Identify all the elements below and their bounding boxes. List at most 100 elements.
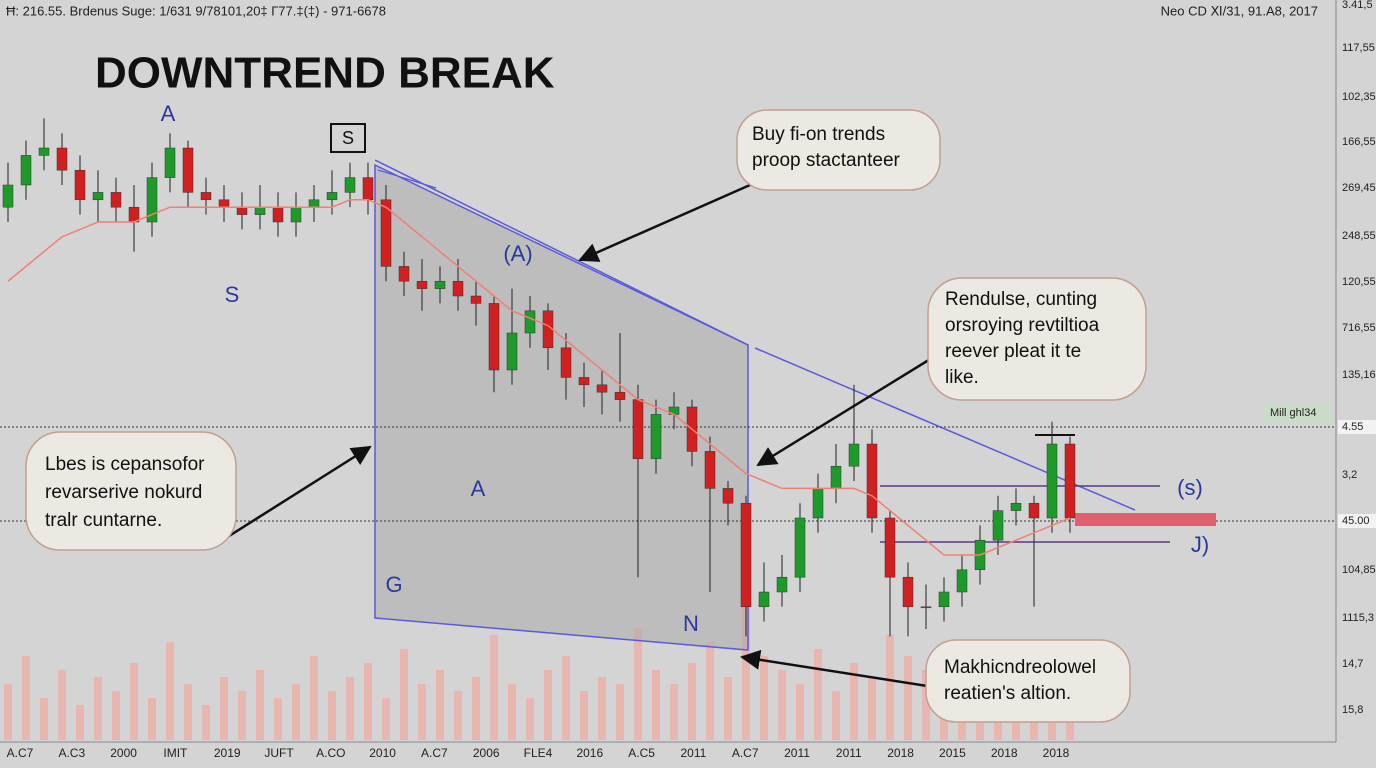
x-tick-label: 2015	[939, 746, 966, 760]
candle-body	[938, 591, 950, 608]
candle-body	[326, 192, 338, 201]
candle-body	[56, 147, 68, 171]
price-tag	[1338, 514, 1376, 528]
volume-bar	[76, 705, 84, 740]
y-tick-label: 120,55	[1342, 276, 1376, 288]
volume-bar	[274, 698, 282, 740]
candle-body	[362, 177, 374, 201]
header: Neo CD Ⅺ/31, 91.A8, 2017	[1161, 3, 1318, 18]
candle-layer	[2, 118, 1076, 637]
volume-bar	[544, 670, 552, 740]
volume-bar	[256, 670, 264, 740]
marker: S	[342, 128, 354, 148]
volume-bar	[148, 698, 156, 740]
volume-bar	[220, 677, 228, 740]
volume-bar	[778, 670, 786, 740]
annotation-text: like.	[945, 367, 979, 388]
candle-body	[560, 347, 572, 378]
y-tick-label: 135,16	[1342, 369, 1376, 381]
candle-body	[452, 280, 464, 297]
volume-bar	[112, 691, 120, 740]
x-tick-label: A.C7	[7, 746, 34, 760]
trendline	[377, 169, 437, 189]
arrow	[756, 348, 946, 467]
candle-body	[488, 303, 500, 371]
candle-body	[416, 280, 428, 289]
candle-body	[722, 488, 734, 504]
annotation-box	[925, 639, 1131, 723]
price-tag-label: 45.00	[1342, 515, 1370, 527]
candle-body	[110, 192, 122, 208]
x-tick-label: 2010	[369, 746, 396, 760]
y-tick-label: 104,85	[1342, 564, 1376, 576]
price-tag	[1338, 420, 1376, 434]
annotation-box	[25, 431, 237, 551]
candle-body	[758, 591, 770, 608]
candle-body	[2, 184, 14, 208]
arrow	[578, 183, 751, 262]
zone-bar	[1075, 513, 1216, 526]
volume-bar	[688, 663, 696, 740]
candle-body	[524, 310, 536, 334]
candle-body	[866, 443, 878, 519]
volume-bar	[652, 670, 660, 740]
candle-body	[992, 510, 1004, 541]
volume-bar	[886, 635, 894, 740]
candle-body	[254, 206, 266, 215]
volume-bar	[4, 684, 12, 740]
candle-body	[578, 377, 590, 386]
candle-body	[704, 451, 716, 489]
candle-body	[38, 147, 50, 156]
volume-bar	[490, 635, 498, 740]
volume-bar	[382, 698, 390, 740]
volume-bar	[346, 677, 354, 740]
y-tick-label: 3.41,5	[1342, 0, 1373, 11]
annotation-text: reatien's altion.	[944, 683, 1071, 704]
price-tag-label: Mill ghl34	[1270, 407, 1316, 419]
volume-bar	[310, 656, 318, 740]
candle-body	[380, 199, 392, 267]
y-tick-label: 3,2	[1342, 469, 1357, 481]
x-tick-label: 2011	[680, 746, 706, 760]
x-tick-label: A.C3	[58, 746, 85, 760]
volume-bar	[364, 663, 372, 740]
arrow	[217, 445, 372, 545]
volume-bar	[922, 670, 930, 740]
annotation-text: proop stactanteer	[752, 150, 901, 171]
marker: (A)	[503, 241, 532, 266]
annotation-box	[736, 109, 941, 191]
annotation-layer: Buy fi-on trends proop stactanteer Renduls…	[45, 124, 1100, 704]
annotation-text: Makhicndreolowel	[944, 657, 1096, 678]
volume-bar	[814, 649, 822, 740]
marker: (s)	[1177, 475, 1203, 500]
volume-bar	[238, 691, 246, 740]
annotation-text: Lbes is cepansofor	[45, 454, 205, 475]
candle-body	[290, 206, 302, 223]
chart-title: DOWNTREND BREAK	[95, 49, 555, 98]
candle-body	[308, 199, 320, 208]
x-tick-label: 2016	[576, 746, 603, 760]
volume-bar	[634, 628, 642, 740]
x-tick-label: A.C7	[421, 746, 448, 760]
annotation-text: orsroying revtiltioa	[945, 315, 1100, 336]
candle-body	[236, 206, 248, 215]
volume-bar	[94, 677, 102, 740]
volume-bar	[670, 684, 678, 740]
candle-body	[92, 192, 104, 201]
y-tick-label: 166,55	[1342, 136, 1376, 148]
candle-body	[272, 206, 284, 223]
annotation-text: revarserive nokurd	[45, 482, 202, 503]
volume-bar	[724, 677, 732, 740]
y-tick-label: 1115,3	[1342, 612, 1374, 624]
volume-bar	[562, 656, 570, 740]
candle-body	[218, 199, 230, 208]
y-tick-label: 15,8	[1342, 704, 1363, 716]
candle-body	[434, 280, 446, 289]
candle-body	[776, 576, 788, 593]
candle-body	[1064, 443, 1076, 519]
header: Ħ: 216.55. Brdenus Suge: 1/631 9/78101,2…	[6, 3, 386, 18]
candle-body	[632, 399, 644, 460]
candle-body	[902, 576, 914, 608]
y-tick-label: 716,55	[1342, 322, 1376, 334]
